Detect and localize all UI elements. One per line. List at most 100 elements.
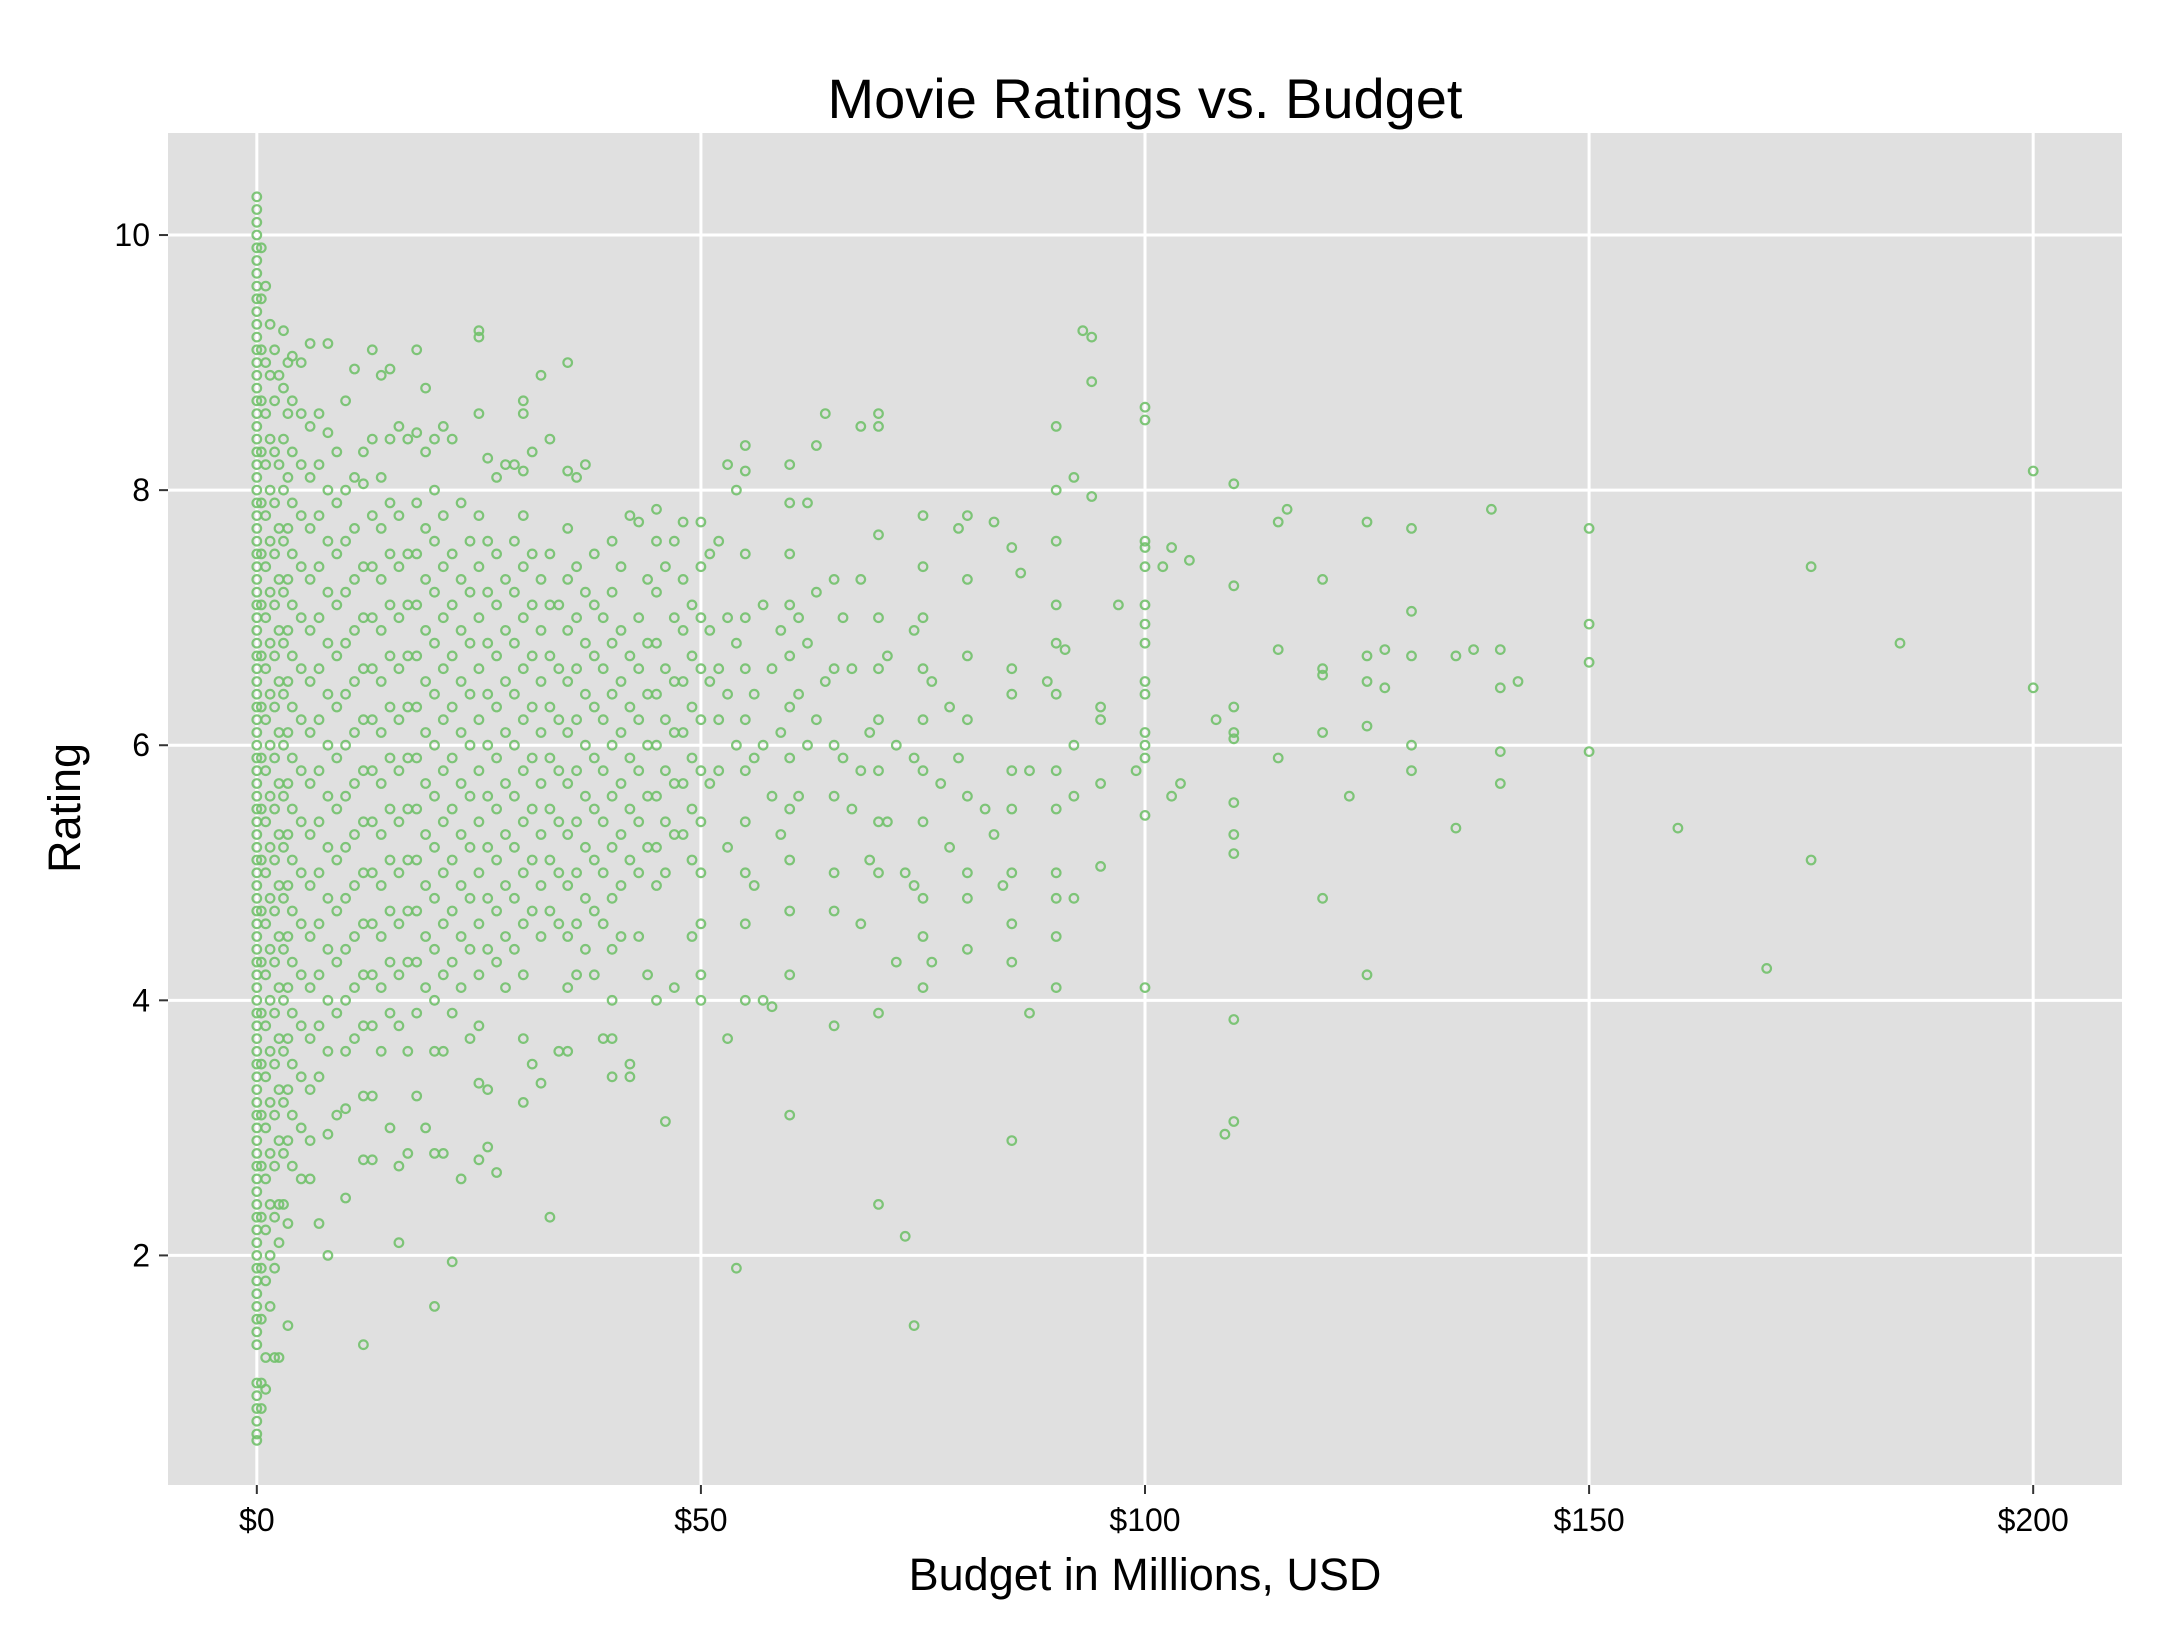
scatter-point: [420, 931, 432, 942]
scatter-point: [597, 714, 609, 726]
scatter-point: [251, 943, 263, 955]
scatter-point: [420, 778, 432, 789]
x-tick-label: $150: [1553, 1502, 1624, 1538]
scatter-point: [1139, 561, 1151, 573]
scatter-point: [535, 676, 547, 687]
scatter-point: [757, 599, 769, 611]
scatter-point: [1228, 701, 1240, 713]
scatter-point: [260, 561, 272, 573]
scatter-point: [713, 663, 725, 675]
scatter-point: [411, 344, 423, 356]
scatter-point: [251, 229, 263, 241]
scatter-point: [935, 778, 947, 789]
scatter-point: [255, 293, 267, 305]
scatter-point: [2027, 465, 2039, 477]
scatter-point: [282, 408, 294, 420]
scatter-point: [260, 408, 272, 420]
scatter-point: [580, 790, 591, 802]
scatter-point: [482, 841, 494, 853]
scatter-point: [251, 956, 263, 968]
scatter-point: [393, 612, 405, 624]
scatter-point: [437, 816, 449, 828]
scatter-point: [455, 574, 467, 585]
scatter-point: [660, 867, 671, 879]
scatter-point: [282, 931, 294, 942]
scatter-point: [251, 1262, 263, 1274]
scatter-point: [1494, 644, 1506, 655]
scatter-point: [455, 931, 467, 942]
scatter-point: [384, 701, 396, 713]
scatter-point: [695, 561, 707, 573]
scatter-point: [286, 446, 298, 458]
chart-title: Movie Ratings vs. Budget: [828, 67, 1463, 130]
scatter-point: [429, 433, 440, 445]
scatter-point: [393, 969, 405, 981]
scatter-point: [366, 918, 378, 930]
scatter-point: [624, 1058, 636, 1070]
scatter-point: [260, 969, 272, 981]
scatter-point: [580, 688, 591, 700]
scatter-point: [251, 1249, 263, 1261]
scatter-point: [873, 1007, 884, 1019]
scatter-point: [349, 982, 360, 993]
scatter-point: [251, 369, 263, 381]
scatter-point: [251, 497, 263, 509]
scatter-point: [695, 918, 707, 930]
scatter-point: [2027, 682, 2039, 694]
scatter-point: [340, 739, 352, 751]
scatter-point: [366, 433, 378, 445]
scatter-point: [917, 982, 929, 993]
scatter-point: [251, 574, 263, 585]
scatter-point: [260, 714, 272, 726]
scatter-point: [757, 994, 769, 1006]
scatter-point: [278, 535, 289, 547]
scatter-point: [1166, 790, 1177, 802]
scatter-point: [269, 497, 281, 509]
scatter-point: [331, 650, 343, 662]
scatter-point: [739, 465, 751, 477]
scatter-point: [651, 880, 662, 891]
scatter-point: [535, 625, 547, 636]
scatter-point: [295, 867, 307, 879]
scatter-point: [695, 516, 707, 528]
scatter-point: [340, 484, 352, 496]
scatter-point: [482, 943, 494, 955]
scatter-point: [562, 727, 574, 738]
scatter-point: [340, 688, 352, 700]
scatter-point: [962, 650, 973, 662]
scatter-point: [615, 625, 627, 636]
scatter-point: [1166, 542, 1177, 553]
scatter-point: [837, 752, 849, 764]
scatter-point: [553, 918, 565, 930]
scatter-point: [340, 1103, 352, 1115]
scatter-point: [473, 918, 485, 930]
scatter-point: [322, 484, 334, 496]
scatter-point: [535, 880, 547, 891]
scatter-point: [349, 931, 360, 942]
scatter-point: [713, 535, 725, 547]
scatter-point: [509, 841, 520, 853]
scatter-point: [282, 523, 294, 534]
scatter-point: [571, 765, 582, 777]
scatter-point: [286, 803, 298, 815]
scatter-point: [544, 701, 556, 713]
scatter-point: [677, 778, 689, 789]
scatter-point: [997, 880, 1009, 891]
scatter-point: [722, 841, 733, 853]
scatter-point: [588, 701, 600, 713]
scatter-point: [597, 816, 609, 828]
scatter-point: [349, 523, 360, 534]
scatter-point: [340, 1192, 352, 1204]
scatter-point: [437, 969, 449, 981]
scatter-point: [251, 701, 263, 713]
scatter-point: [1050, 931, 1062, 942]
scatter-point: [366, 1090, 378, 1102]
scatter-point: [384, 433, 396, 445]
scatter-point: [251, 1377, 263, 1389]
scatter-point: [304, 1173, 316, 1185]
scatter-point: [331, 497, 343, 509]
scatter-point: [322, 1128, 334, 1140]
scatter-point: [580, 459, 591, 471]
scatter-point: [606, 994, 618, 1006]
scatter-point: [766, 663, 778, 675]
